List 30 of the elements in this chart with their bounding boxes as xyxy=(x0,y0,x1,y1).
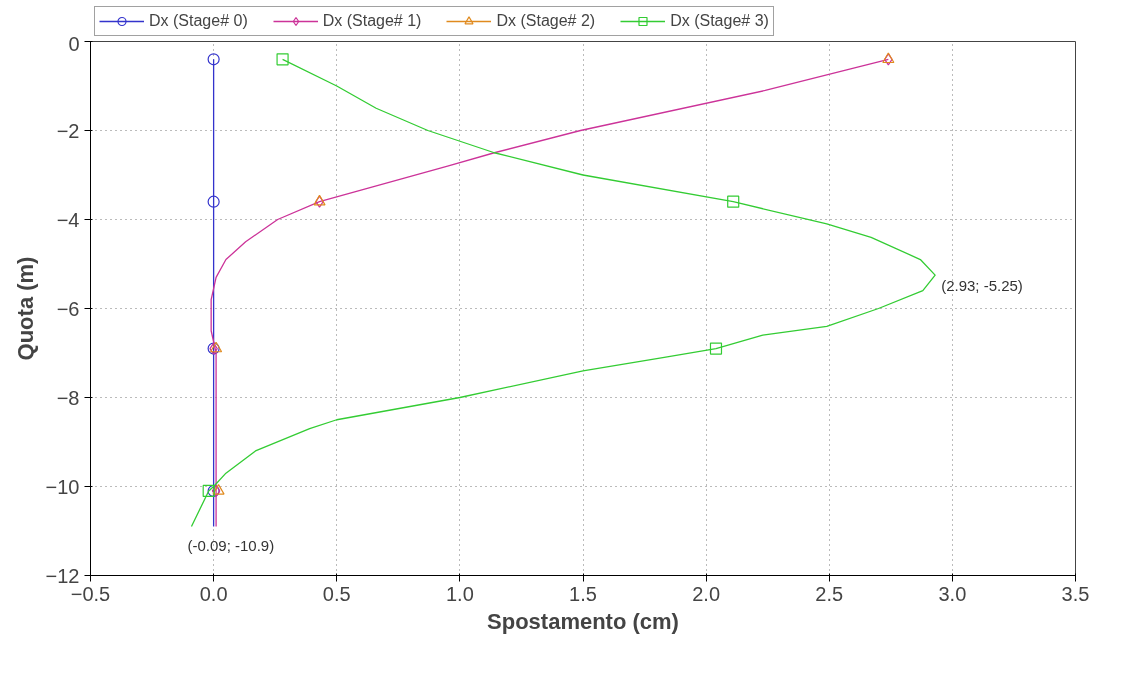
point xyxy=(727,195,740,208)
x-tick-label: 2.5 xyxy=(815,582,844,605)
y-tick-label: −4 xyxy=(56,208,80,231)
point xyxy=(212,484,225,495)
x-tick-label: 1.0 xyxy=(445,582,474,605)
annotation: (-0.09; -10.9) xyxy=(187,536,275,554)
x-tick-label: 3.0 xyxy=(938,582,967,605)
point xyxy=(211,484,221,498)
y-tick-label: −2 xyxy=(56,119,80,142)
y-tick-label: −8 xyxy=(56,386,80,409)
legend-label: Dx (Stage# 2) xyxy=(496,12,596,30)
x-tick-label: 3.5 xyxy=(1061,582,1090,605)
legend-label: Dx (Stage# 1) xyxy=(322,12,422,30)
legend-label: Dx (Stage# 0) xyxy=(149,12,248,30)
y-tick-label: −10 xyxy=(45,475,80,498)
annotation: (2.93; -5.25) xyxy=(941,276,1023,294)
y-tick-label: −6 xyxy=(56,297,80,320)
legend-label: Dx (Stage# 3) xyxy=(670,12,769,30)
y-tick-label: 0 xyxy=(68,32,80,55)
point xyxy=(276,53,289,66)
x-tick-label: 0.0 xyxy=(199,582,228,605)
x-axis-title: Spostamento (cm) xyxy=(487,608,679,634)
y-axis-title: Quota (m) xyxy=(12,256,38,361)
point xyxy=(207,195,220,208)
x-tick-label: 1.5 xyxy=(569,582,597,605)
x-tick-label: 2.0 xyxy=(692,582,721,605)
x-tick-label: 0.5 xyxy=(322,582,351,605)
point xyxy=(709,342,723,355)
point xyxy=(207,53,220,66)
point xyxy=(202,484,215,498)
